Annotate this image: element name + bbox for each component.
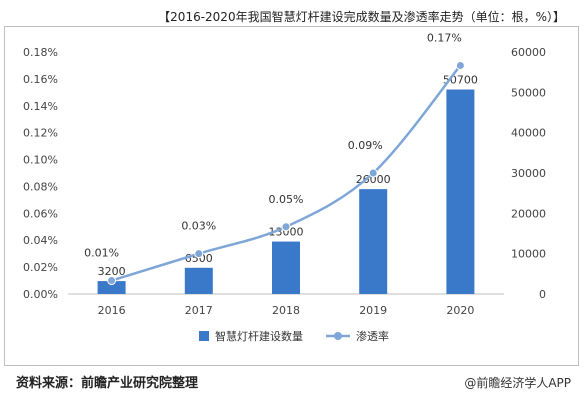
left-tick-label: 0.14% — [23, 100, 58, 113]
left-tick-label: 0.06% — [23, 207, 58, 220]
left-tick-label: 0.00% — [23, 288, 58, 301]
left-tick-label: 0.18% — [23, 46, 58, 59]
x-axis: 2016 2017 2018 2019 2020 — [98, 304, 475, 317]
bar-value-label: 26000 — [356, 173, 391, 186]
right-tick-label: 30000 — [511, 167, 546, 180]
left-tick-label: 0.16% — [23, 73, 58, 86]
left-axis: 0.00% 0.02% 0.04% 0.06% 0.08% 0.10% 0.12% 0.14%… — [23, 46, 58, 301]
line-value-label: 0.05% — [269, 193, 304, 206]
line-value-label: 0.03% — [181, 220, 216, 233]
right-tick-label: 0 — [539, 288, 546, 301]
x-tick-label: 2018 — [272, 304, 300, 317]
right-tick-label: 40000 — [511, 127, 546, 140]
line-point — [455, 60, 465, 70]
right-tick-label: 50000 — [511, 86, 546, 99]
line-point — [281, 222, 291, 232]
right-tick-label: 20000 — [511, 207, 546, 220]
line-value-label: 0.09% — [348, 139, 383, 152]
x-tick-label: 2020 — [446, 304, 474, 317]
x-tick-label: 2019 — [359, 304, 387, 317]
right-axis: 0 10000 20000 30000 40000 50000 60000 — [511, 46, 546, 301]
line-series: 0.01% 0.03% 0.05% 0.09% 0.17% — [84, 31, 465, 286]
legend-line-label: 渗透率 — [356, 329, 389, 343]
line-point — [194, 249, 204, 259]
right-tick-label: 10000 — [511, 248, 546, 261]
legend-line-marker — [334, 332, 342, 340]
brand-credit: @前瞻经济学人APP — [464, 376, 571, 390]
bar-value-label: 13000 — [269, 226, 304, 239]
left-tick-label: 0.02% — [23, 261, 58, 274]
bar — [97, 281, 126, 294]
bar — [446, 89, 475, 294]
line-point — [107, 276, 117, 286]
chart-title: 【2016-2020年我国智慧灯杆建设完成数量及渗透率走势（单位：根，%）】 — [158, 10, 565, 24]
line-value-label: 0.17% — [427, 31, 462, 44]
source-note: 资料来源：前瞻产业研究院整理 — [16, 376, 199, 391]
chart: 0.00% 0.02% 0.04% 0.06% 0.08% 0.10% 0.12% 0.14%… — [23, 31, 546, 343]
bar — [272, 241, 300, 294]
bar — [184, 267, 213, 294]
left-tick-label: 0.12% — [23, 127, 58, 140]
bar-value-label: 3200 — [98, 265, 126, 278]
x-tick-label: 2017 — [185, 304, 213, 317]
line-point — [368, 168, 378, 178]
bar — [359, 189, 388, 294]
left-tick-label: 0.10% — [23, 154, 58, 167]
left-tick-label: 0.04% — [23, 234, 58, 247]
legend-bar-swatch — [199, 331, 209, 341]
x-tick-label: 2016 — [98, 304, 126, 317]
left-tick-label: 0.08% — [23, 180, 58, 193]
right-tick-label: 60000 — [511, 46, 546, 59]
legend: 智慧灯杆建设数量 渗透率 — [199, 329, 389, 343]
legend-bar-label: 智慧灯杆建设数量 — [215, 329, 303, 343]
chart-frame — [4, 26, 579, 366]
line-value-label: 0.01% — [84, 247, 119, 260]
